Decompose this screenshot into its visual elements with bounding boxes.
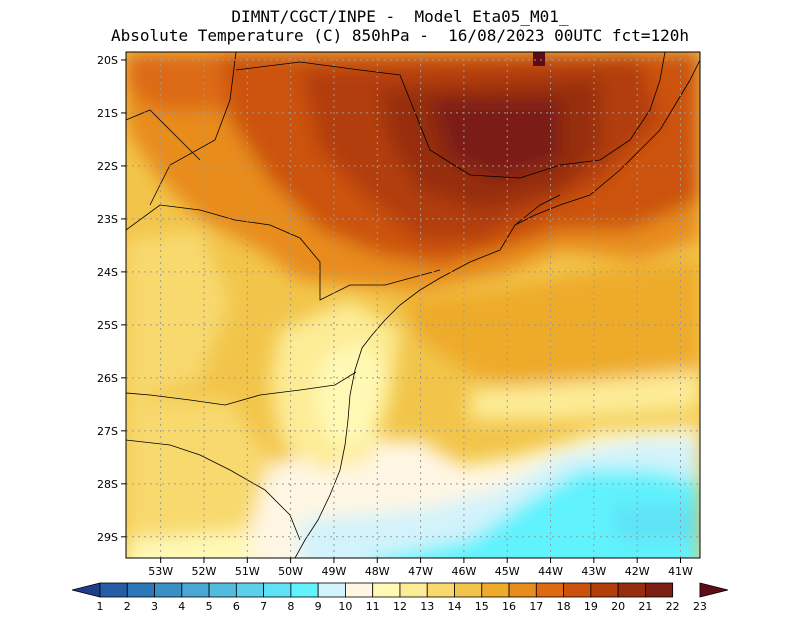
border-sc-rs — [126, 439, 301, 541]
y-tick-label: 28S — [97, 478, 118, 491]
y-axis: 20S 21S 22S 23S 24S 25S 26S 27S 28S 29S — [97, 54, 126, 544]
colorbar-label: 17 — [529, 600, 543, 613]
map-boundaries — [126, 52, 700, 558]
border-sp-pr — [126, 204, 441, 301]
field-hot-spot — [533, 52, 545, 66]
colorbar-label: 2 — [124, 600, 131, 613]
y-tick-label: 27S — [97, 425, 118, 438]
y-tick-label: 22S — [97, 160, 118, 173]
field-offshore-mild — [470, 370, 700, 420]
colorbar-segment — [645, 582, 674, 598]
field-cyan-core — [610, 505, 700, 540]
colorbar-label: 14 — [448, 600, 462, 613]
y-tick-label: 24S — [97, 266, 118, 279]
colorbar-segment — [235, 582, 265, 598]
x-tick-label: 49W — [322, 565, 347, 578]
x-tick-label: 52W — [192, 565, 217, 578]
colorbar-label: 19 — [584, 600, 598, 613]
colorbar-segment — [154, 582, 183, 598]
colorbar-label: 4 — [178, 600, 185, 613]
field-west-pale — [126, 230, 230, 400]
colorbar-segment — [181, 582, 210, 598]
field-offshore-warm — [400, 260, 700, 400]
grid — [126, 52, 700, 558]
colorbar-label: 21 — [638, 600, 652, 613]
colorbar-segment — [317, 582, 346, 598]
colorbar-label: 20 — [611, 600, 625, 613]
x-tick-label: 46W — [451, 565, 476, 578]
colorbar-segment — [590, 582, 619, 598]
x-tick-label: 43W — [581, 565, 606, 578]
colorbar-label: 12 — [393, 600, 407, 613]
x-tick-label: 47W — [408, 565, 433, 578]
colorbar-arrow-right — [699, 582, 729, 598]
chart-title-line-1: DIMNT/CGCT/INPE - Model Eta05_M01_ — [231, 7, 569, 26]
chart-title-line-2: Absolute Temperature (C) 850hPa - 16/08/… — [111, 26, 689, 45]
x-tick-label: 45W — [495, 565, 520, 578]
y-tick-label: 21S — [97, 107, 118, 120]
y-tick-label: 23S — [97, 213, 118, 226]
x-tick-label: 41W — [668, 565, 693, 578]
colorbar-label: 22 — [666, 600, 680, 613]
colorbar-label: 6 — [233, 600, 240, 613]
colorbar-segment — [508, 582, 537, 598]
coastline — [294, 59, 700, 558]
x-tick-label: 42W — [625, 565, 650, 578]
colorbar-segment — [454, 582, 483, 598]
colorbar-label: 10 — [338, 600, 352, 613]
field-southwest-pale — [126, 400, 270, 540]
x-tick-label: 53W — [148, 565, 173, 578]
colorbar-segment — [263, 582, 292, 598]
colorbar-segment — [126, 582, 155, 598]
border-ms — [149, 52, 237, 206]
colorbar-label: 5 — [206, 600, 213, 613]
colorbar-segment — [99, 582, 128, 598]
border-west — [126, 109, 201, 161]
colorbar-segment — [399, 582, 428, 598]
colorbar-segment — [617, 582, 646, 598]
border-pr-sc — [126, 371, 357, 406]
colorbar-label: 8 — [287, 600, 294, 613]
colorbar-segment — [563, 582, 592, 598]
colorbar-segment — [208, 582, 237, 598]
colorbar-segment — [345, 582, 374, 598]
x-tick-label: 48W — [365, 565, 390, 578]
colorbar-label: 7 — [260, 600, 267, 613]
colorbar-segment — [426, 582, 455, 598]
field-darkest-core — [430, 100, 560, 180]
y-tick-label: 29S — [97, 531, 118, 544]
border-mg — [235, 52, 666, 179]
colorbar-label: 13 — [420, 600, 434, 613]
colorbar: 1 2 3 4 5 6 7 8 9 10 11 12 13 14 15 16 17 18 19 20 21 22 23 — [71, 582, 729, 613]
colorbar-segment — [481, 582, 510, 598]
colorbar-label: 18 — [557, 600, 571, 613]
x-tick-label: 50W — [278, 565, 303, 578]
colorbar-segment — [372, 582, 401, 598]
y-tick-label: 20S — [97, 54, 118, 67]
colorbar-label: 1 — [97, 600, 104, 613]
colorbar-label: 9 — [315, 600, 322, 613]
border-sp-rj — [514, 194, 561, 226]
colorbar-label: 11 — [366, 600, 380, 613]
x-tick-label: 51W — [235, 565, 260, 578]
x-axis: 53W 52W 51W 50W 49W 48W 47W 46W 45W 44W 43W 42W 41W — [148, 558, 693, 578]
y-tick-label: 25S — [97, 319, 118, 332]
plot-frame — [125, 51, 701, 559]
colorbar-arrow-left — [71, 582, 101, 598]
colorbar-label: 3 — [151, 600, 158, 613]
y-tick-label: 26S — [97, 372, 118, 385]
colorbar-label: 16 — [502, 600, 516, 613]
temperature-field — [126, 52, 700, 558]
x-tick-label: 44W — [538, 565, 563, 578]
colorbar-label: 15 — [475, 600, 489, 613]
colorbar-segment — [290, 582, 319, 598]
colorbar-label: 23 — [693, 600, 707, 613]
colorbar-segment — [535, 582, 564, 598]
